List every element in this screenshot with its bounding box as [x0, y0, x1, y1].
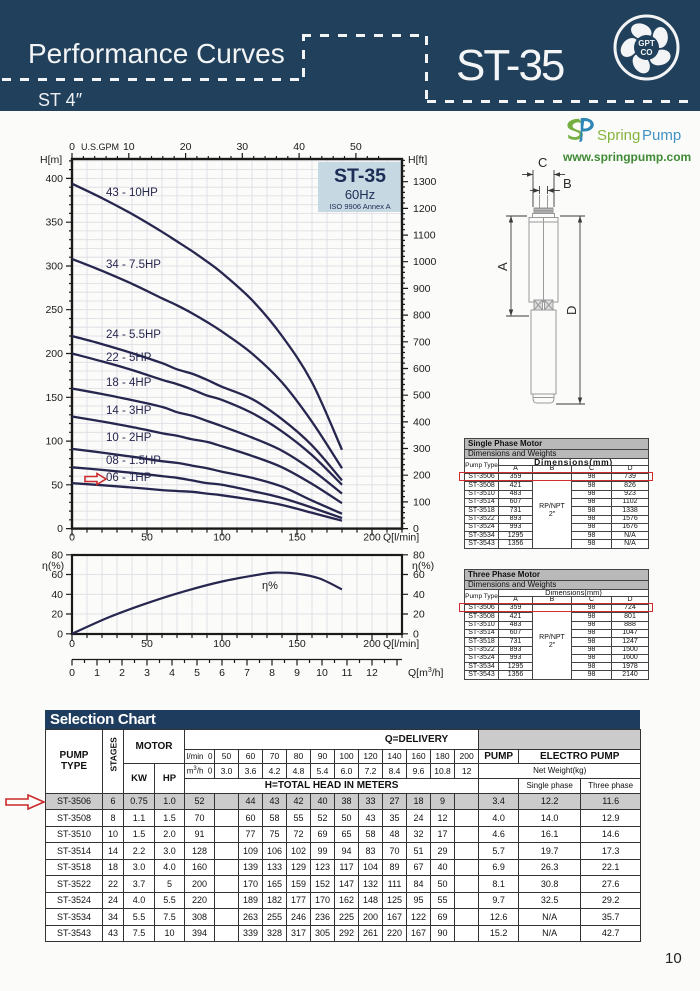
- svg-text:80: 80: [51, 549, 63, 561]
- svg-text:Q[l/min]: Q[l/min]: [383, 638, 419, 650]
- svg-text:GPT: GPT: [638, 39, 655, 48]
- svg-text:0: 0: [413, 628, 419, 640]
- svg-text:1300: 1300: [413, 176, 437, 188]
- svg-text:1000: 1000: [413, 256, 437, 268]
- svg-text:250: 250: [45, 304, 63, 316]
- svg-text:ST-35: ST-35: [334, 165, 386, 187]
- svg-text:14 - 3HP: 14 - 3HP: [106, 405, 152, 417]
- svg-text:300: 300: [45, 261, 63, 273]
- svg-text:60Hz: 60Hz: [345, 187, 375, 202]
- svg-text:20: 20: [180, 141, 192, 153]
- svg-text:400: 400: [413, 416, 431, 428]
- svg-text:100: 100: [213, 638, 231, 650]
- svg-text:100: 100: [413, 496, 431, 508]
- svg-text:06 - 1HP: 06 - 1HP: [106, 472, 152, 484]
- svg-text:150: 150: [288, 638, 306, 650]
- svg-text:40: 40: [293, 141, 305, 153]
- svg-text:40: 40: [413, 589, 425, 601]
- svg-text:100: 100: [45, 436, 63, 448]
- svg-text:60: 60: [51, 569, 63, 581]
- svg-text:C: C: [538, 155, 547, 170]
- svg-text:20: 20: [413, 609, 425, 621]
- svg-text:Q[m3/h]: Q[m3/h]: [408, 667, 444, 679]
- svg-text:4: 4: [169, 667, 175, 679]
- svg-text:2: 2: [119, 667, 125, 679]
- svg-text:CO: CO: [641, 48, 653, 57]
- svg-text:7: 7: [244, 667, 250, 679]
- svg-text:60: 60: [413, 569, 425, 581]
- svg-text:1100: 1100: [413, 230, 436, 242]
- svg-text:30: 30: [236, 141, 248, 153]
- svg-text:200: 200: [363, 532, 381, 544]
- svg-text:50: 50: [350, 141, 362, 153]
- svg-text:Pump: Pump: [642, 127, 681, 144]
- svg-text:0: 0: [57, 523, 63, 535]
- svg-text:24 - 5.5HP: 24 - 5.5HP: [106, 329, 161, 341]
- svg-text:0: 0: [69, 141, 75, 153]
- svg-text:150: 150: [45, 392, 63, 404]
- svg-text:3: 3: [144, 667, 150, 679]
- svg-text:Q[l/min]: Q[l/min]: [383, 532, 419, 544]
- svg-text:6: 6: [219, 667, 225, 679]
- svg-text:150: 150: [288, 532, 306, 544]
- svg-text:500: 500: [413, 390, 431, 402]
- svg-text:18 - 4HP: 18 - 4HP: [106, 377, 152, 389]
- svg-text:40: 40: [51, 589, 63, 601]
- svg-text:0: 0: [69, 638, 75, 650]
- svg-text:900: 900: [413, 283, 431, 295]
- svg-text:0: 0: [69, 532, 75, 544]
- svg-text:600: 600: [413, 363, 431, 375]
- svg-text:11: 11: [342, 667, 353, 679]
- svg-text:200: 200: [363, 638, 381, 650]
- svg-text:34 - 7.5HP: 34 - 7.5HP: [106, 259, 161, 271]
- svg-text:0: 0: [69, 667, 75, 679]
- svg-text:Spring: Spring: [597, 127, 640, 144]
- svg-text:H[m]: H[m]: [40, 154, 62, 166]
- svg-text:80: 80: [413, 549, 425, 561]
- svg-text:50: 50: [141, 532, 153, 544]
- svg-text:5: 5: [194, 667, 200, 679]
- svg-text:200: 200: [413, 470, 431, 482]
- svg-text:η%: η%: [262, 580, 278, 592]
- svg-text:η(%): η(%): [412, 560, 434, 572]
- svg-text:10: 10: [316, 667, 328, 679]
- svg-text:1200: 1200: [413, 203, 437, 215]
- svg-text:η(%): η(%): [42, 560, 64, 572]
- svg-text:D: D: [564, 306, 579, 315]
- svg-text:10: 10: [123, 141, 135, 153]
- svg-text:H[ft]: H[ft]: [408, 154, 427, 166]
- svg-text:50: 50: [141, 638, 153, 650]
- svg-text:U.S.GPM: U.S.GPM: [81, 142, 119, 152]
- svg-text:400: 400: [45, 173, 63, 185]
- svg-text:800: 800: [413, 310, 431, 322]
- svg-text:350: 350: [45, 217, 63, 229]
- svg-text:10 - 2HP: 10 - 2HP: [106, 432, 152, 444]
- svg-text:0: 0: [413, 523, 419, 535]
- svg-text:1: 1: [94, 667, 100, 679]
- svg-text:B: B: [563, 176, 572, 191]
- svg-text:9: 9: [294, 667, 300, 679]
- svg-text:20: 20: [51, 609, 63, 621]
- svg-text:12: 12: [366, 667, 378, 679]
- svg-text:50: 50: [51, 479, 63, 491]
- svg-text:0: 0: [57, 628, 63, 640]
- svg-text:22 - 5HP: 22 - 5HP: [106, 352, 152, 364]
- svg-text:700: 700: [413, 336, 431, 348]
- svg-text:200: 200: [45, 348, 63, 360]
- svg-text:ISO 9906 Annex A: ISO 9906 Annex A: [329, 202, 390, 211]
- svg-text:43 - 10HP: 43 - 10HP: [106, 187, 158, 199]
- svg-text:100: 100: [213, 532, 231, 544]
- svg-text:8: 8: [269, 667, 275, 679]
- svg-text:A: A: [495, 262, 510, 271]
- svg-text:300: 300: [413, 443, 431, 455]
- svg-text:08 - 1.5HP: 08 - 1.5HP: [106, 455, 161, 467]
- svg-text:www.springpump.com: www.springpump.com: [562, 150, 691, 164]
